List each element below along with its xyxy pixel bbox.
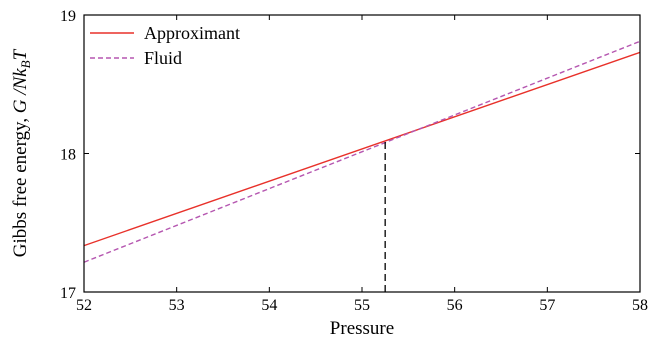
y-tick-label: 17	[60, 285, 76, 302]
x-tick-label: 52	[76, 297, 92, 314]
y-tick-label: 19	[60, 8, 76, 25]
series-line-fluid	[83, 40, 641, 263]
y-tick-label: 18	[60, 147, 76, 164]
legend-label-approximant: Approximant	[144, 23, 240, 43]
x-tick-label: 57	[539, 297, 555, 314]
x-tick-label: 55	[354, 297, 370, 314]
x-tick-label: 53	[169, 297, 185, 314]
series-line-approximant	[83, 51, 641, 247]
y-axis-label: Gibbs free energy, G /NkBT	[10, 48, 33, 257]
legend: Approximant Fluid	[90, 23, 240, 68]
x-tick-label: 56	[447, 297, 463, 314]
legend-label-fluid: Fluid	[144, 48, 182, 68]
x-axis-label: Pressure	[330, 318, 394, 339]
x-tick-label: 58	[632, 297, 648, 314]
x-tick-label: 54	[261, 297, 277, 314]
